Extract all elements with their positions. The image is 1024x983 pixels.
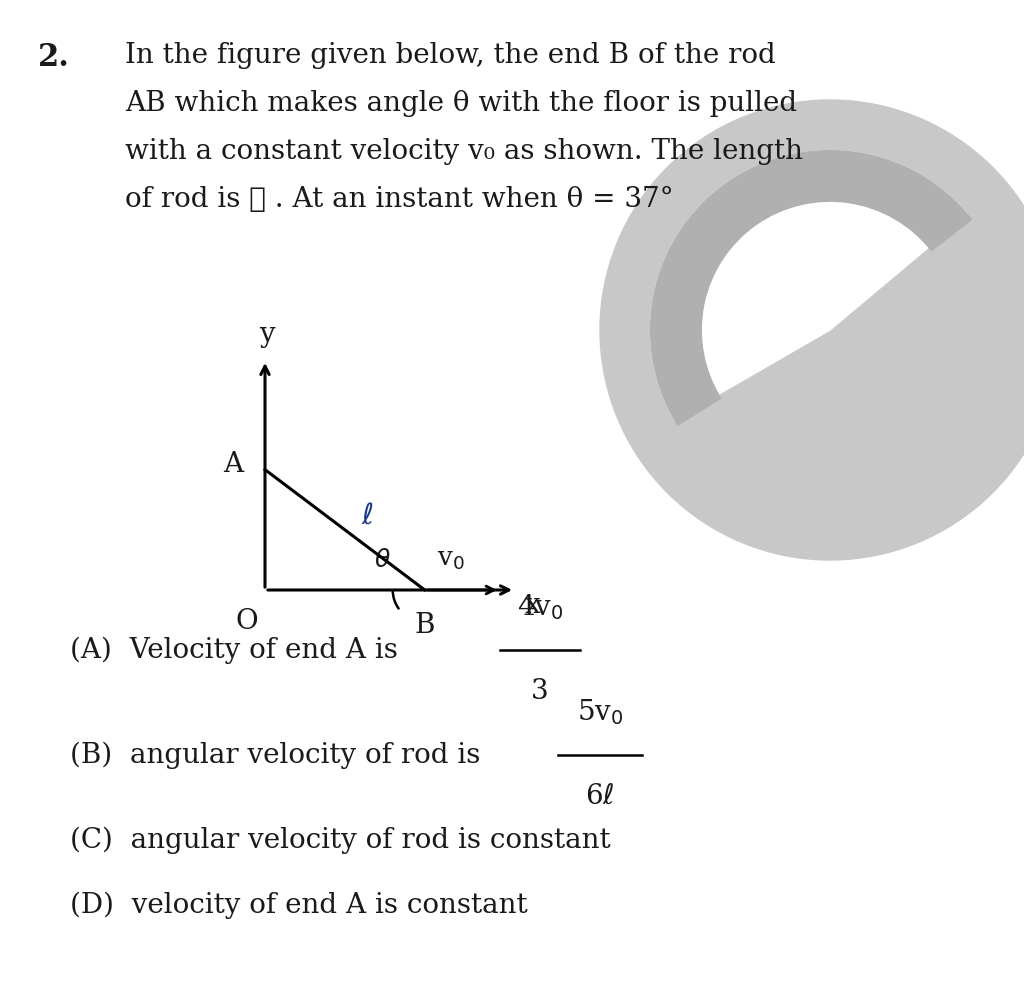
Text: A: A xyxy=(223,451,243,478)
Text: O: O xyxy=(236,608,258,635)
Text: $\ell$: $\ell$ xyxy=(360,501,374,530)
Text: 3: 3 xyxy=(531,678,549,705)
Text: of rod is ℓ . At an instant when θ = 37°: of rod is ℓ . At an instant when θ = 37° xyxy=(125,186,674,213)
Text: 2.: 2. xyxy=(38,42,70,73)
Text: 6$\ell$: 6$\ell$ xyxy=(586,783,614,810)
Wedge shape xyxy=(650,150,968,420)
Text: 4v$_0$: 4v$_0$ xyxy=(517,592,563,622)
Wedge shape xyxy=(650,150,972,425)
Text: (A)  Velocity of end A is: (A) Velocity of end A is xyxy=(70,636,407,664)
Text: (D)  velocity of end A is constant: (D) velocity of end A is constant xyxy=(70,892,527,919)
Text: In the figure given below, the end B of the rod: In the figure given below, the end B of … xyxy=(125,42,776,69)
Text: B: B xyxy=(415,612,435,639)
Text: AB which makes angle θ with the floor is pulled: AB which makes angle θ with the floor is… xyxy=(125,90,797,117)
Text: y: y xyxy=(259,321,274,348)
Text: x: x xyxy=(525,592,541,619)
Text: 5v$_0$: 5v$_0$ xyxy=(577,697,624,727)
Text: (B)  angular velocity of rod is: (B) angular velocity of rod is xyxy=(70,741,489,769)
Circle shape xyxy=(600,100,1024,560)
Text: (C)  angular velocity of rod is constant: (C) angular velocity of rod is constant xyxy=(70,827,610,853)
Text: $\theta$: $\theta$ xyxy=(375,549,391,572)
Text: v$_0$: v$_0$ xyxy=(437,547,465,572)
Text: with a constant velocity v₀ as shown. The length: with a constant velocity v₀ as shown. Th… xyxy=(125,138,803,165)
